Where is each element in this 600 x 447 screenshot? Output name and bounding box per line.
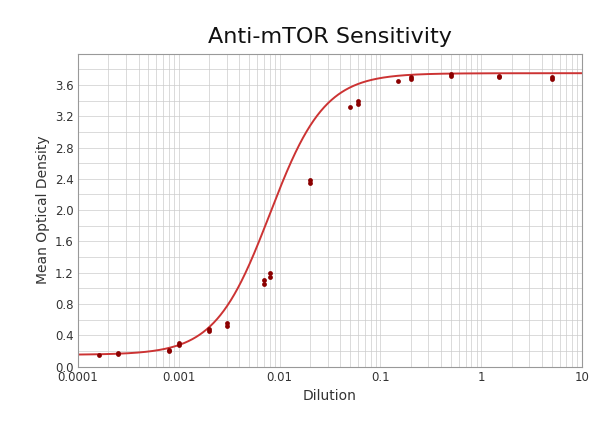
Point (174, 340, 184, 347)
Point (174, 341, 184, 348)
Y-axis label: Mean Optical Density: Mean Optical Density (35, 136, 50, 284)
Point (305, 177, 315, 184)
Point (164, 347, 174, 354)
Title: Anti-mTOR Sensitivity: Anti-mTOR Sensitivity (208, 26, 452, 46)
Point (406, 75, 416, 82)
Point (494, 72, 504, 79)
Point (164, 346, 174, 354)
Point (113, 350, 123, 358)
X-axis label: Dilution: Dilution (303, 389, 357, 403)
Point (259, 277, 269, 284)
Point (406, 73, 416, 80)
Point (222, 319, 232, 326)
Point (305, 179, 315, 186)
Point (547, 73, 556, 80)
Point (494, 73, 504, 80)
Point (547, 75, 556, 82)
Point (205, 325, 214, 333)
Point (446, 70, 455, 77)
Point (353, 101, 363, 108)
Point (259, 281, 269, 288)
Point (265, 269, 275, 276)
Point (94, 351, 103, 358)
Point (345, 103, 355, 110)
Point (205, 328, 214, 335)
Point (446, 72, 455, 79)
Point (265, 273, 275, 280)
Point (353, 97, 363, 104)
Point (113, 350, 123, 357)
Point (222, 322, 232, 329)
Point (394, 77, 403, 84)
